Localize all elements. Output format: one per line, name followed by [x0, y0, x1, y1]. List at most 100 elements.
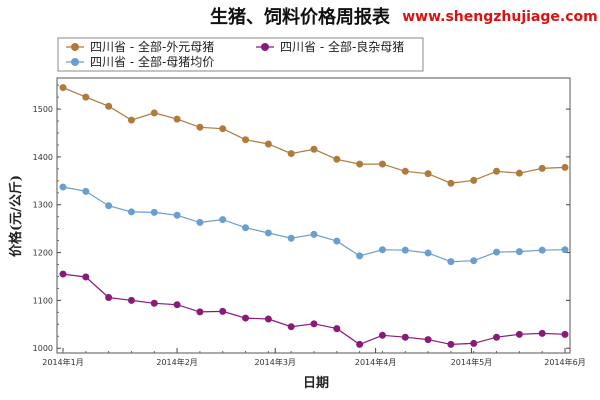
- data-point: [493, 248, 501, 256]
- data-point: [515, 169, 523, 177]
- legend-label: 四川省 - 全部-母猪均价: [90, 54, 214, 69]
- data-point: [378, 331, 386, 339]
- data-point: [310, 230, 318, 238]
- series-layer: [59, 84, 569, 348]
- data-point: [150, 109, 158, 117]
- data-point: [219, 216, 227, 224]
- series-2: [59, 183, 569, 266]
- data-point: [82, 187, 90, 195]
- legend-item: 四川省 - 全部-母猪均价: [66, 54, 214, 69]
- data-point: [242, 136, 250, 144]
- data-point: [493, 333, 501, 341]
- data-point: [470, 339, 478, 347]
- data-point: [127, 116, 135, 124]
- data-point: [264, 140, 272, 148]
- data-point: [424, 170, 432, 178]
- data-point: [424, 249, 432, 257]
- data-point: [264, 229, 272, 237]
- legend-label: 四川省 - 全部-良杂母猪: [280, 39, 404, 54]
- x-tick-label: 2014年5月: [451, 357, 492, 367]
- data-point: [242, 314, 250, 322]
- data-point: [447, 258, 455, 266]
- legend-marker: [261, 43, 269, 51]
- data-point: [561, 163, 569, 171]
- data-point: [401, 246, 409, 254]
- data-point: [493, 167, 501, 175]
- data-point: [333, 155, 341, 163]
- legend-item: 四川省 - 全部-良杂母猪: [256, 39, 404, 54]
- data-point: [401, 333, 409, 341]
- y-tick-label: 1400: [33, 153, 53, 162]
- data-point: [264, 315, 272, 323]
- data-point: [538, 329, 546, 337]
- data-point: [515, 330, 523, 338]
- data-point: [447, 340, 455, 348]
- data-point: [310, 145, 318, 153]
- data-point: [310, 320, 318, 328]
- legend-marker: [71, 43, 79, 51]
- legend-marker: [71, 58, 79, 66]
- y-axis-title: 价格(元/公斤): [8, 175, 24, 257]
- x-axis: 2014年1月 2014年2月 2014年3月 2014年4月 2014年5月 2014年…: [42, 348, 586, 367]
- data-point: [59, 183, 67, 191]
- data-point: [127, 208, 135, 216]
- series-0: [59, 84, 569, 187]
- data-point: [59, 270, 67, 278]
- data-point: [196, 308, 204, 316]
- data-point: [470, 257, 478, 265]
- data-point: [242, 224, 250, 232]
- y-axis: 1000 1100 1200 1300 1400 1500: [33, 84, 570, 353]
- data-point: [333, 325, 341, 333]
- data-point: [333, 237, 341, 245]
- data-point: [105, 202, 113, 210]
- data-point: [561, 246, 569, 254]
- legend-label: 四川省 - 全部-外元母猪: [90, 39, 214, 54]
- data-point: [219, 307, 227, 315]
- data-point: [424, 336, 432, 344]
- data-point: [447, 179, 455, 187]
- x-tick-label: 2014年2月: [156, 357, 197, 367]
- series-1: [59, 270, 569, 348]
- chart-title: 生猪、饲料价格周报表: [210, 6, 391, 28]
- data-point: [196, 123, 204, 131]
- data-point: [105, 102, 113, 110]
- y-tick-label: 1000: [33, 344, 53, 353]
- y-tick-label: 1500: [33, 105, 53, 114]
- data-point: [515, 248, 523, 256]
- data-point: [287, 150, 295, 158]
- data-point: [538, 164, 546, 172]
- data-point: [173, 301, 181, 309]
- data-point: [150, 299, 158, 307]
- data-point: [470, 176, 478, 184]
- data-point: [561, 330, 569, 338]
- x-tick-label: 2014年4月: [355, 357, 396, 367]
- x-tick-label: 2014年3月: [254, 357, 295, 367]
- website-url: www.shengzhujiage.com: [402, 9, 597, 25]
- data-point: [378, 246, 386, 254]
- y-tick-label: 1200: [33, 249, 53, 258]
- data-point: [173, 115, 181, 123]
- data-point: [356, 340, 364, 348]
- data-point: [82, 93, 90, 101]
- data-point: [105, 294, 113, 302]
- legend-item: 四川省 - 全部-外元母猪: [66, 39, 214, 54]
- data-point: [173, 211, 181, 219]
- data-point: [287, 234, 295, 242]
- x-axis-title: 日期: [303, 376, 329, 391]
- legend-box: [57, 37, 424, 72]
- data-point: [59, 84, 67, 92]
- x-tick-label: 2014年6月: [544, 357, 585, 367]
- data-point: [82, 273, 90, 281]
- data-point: [356, 160, 364, 168]
- data-point: [287, 323, 295, 331]
- data-point: [356, 252, 364, 260]
- y-tick-label: 1100: [33, 296, 53, 305]
- y-tick-label: 1300: [33, 201, 53, 210]
- x-tick-label: 2014年1月: [42, 357, 83, 367]
- data-point: [219, 125, 227, 133]
- plot-area: [56, 77, 571, 354]
- data-point: [196, 218, 204, 226]
